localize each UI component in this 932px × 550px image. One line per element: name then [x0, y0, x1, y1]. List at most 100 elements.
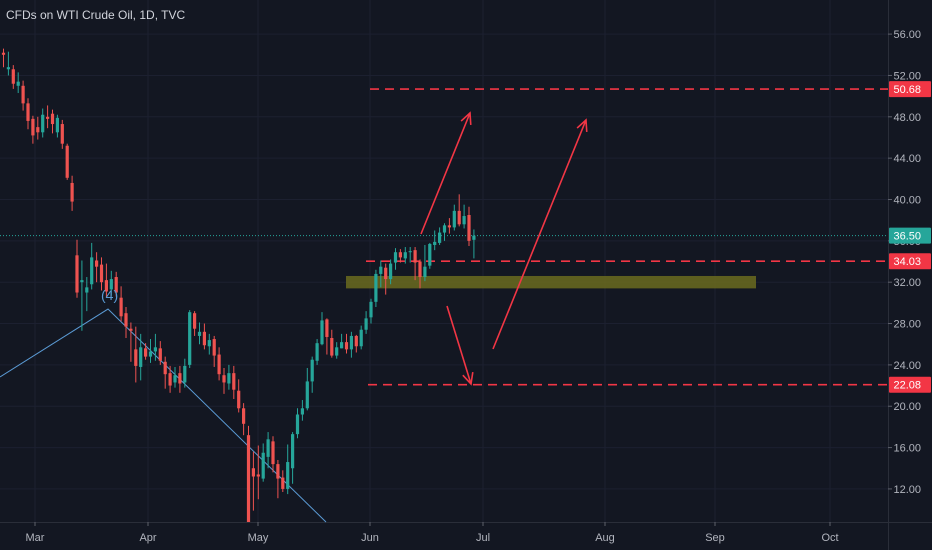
candle-body — [256, 474, 260, 477]
candle-body — [217, 354, 221, 375]
candle-body — [46, 116, 50, 119]
candle-body — [1, 52, 6, 55]
candle-body — [242, 408, 246, 424]
candle-body — [188, 312, 192, 365]
candle-body — [222, 375, 226, 383]
candle-body — [393, 252, 398, 263]
candle-body — [251, 468, 255, 477]
arrow-up-1-head — [460, 111, 472, 126]
candle-body — [295, 414, 300, 435]
candle-body — [41, 114, 45, 133]
x-tick-label: Apr — [139, 532, 156, 544]
candle-body — [70, 182, 74, 202]
y-tick-label: 24.00 — [893, 360, 921, 372]
candle-body — [31, 118, 35, 136]
level-price-label-bg — [889, 253, 931, 270]
y-tick-label: 52.00 — [893, 70, 921, 82]
candle-body — [163, 361, 167, 375]
candle-body — [398, 252, 402, 258]
level-price-label-bg — [889, 81, 931, 98]
x-tick-label: Jun — [361, 532, 379, 544]
candle-body — [55, 117, 59, 133]
arrow-up-2-head — [576, 118, 588, 133]
candle-body — [99, 264, 104, 283]
candle-body — [286, 462, 290, 489]
candle-body — [85, 287, 89, 293]
x-tick-label: Mar — [26, 532, 45, 544]
x-tick-label: Jul — [476, 532, 490, 544]
candle-body — [330, 338, 334, 356]
candle-body — [291, 434, 295, 469]
x-tick-label: Aug — [595, 532, 615, 544]
candle-body — [442, 225, 447, 233]
candle-body — [340, 342, 344, 349]
candle-body — [212, 339, 216, 356]
candle-body — [36, 127, 40, 133]
candle-body — [310, 359, 314, 382]
current-price-label: 36.50 — [893, 231, 921, 243]
candle-body — [104, 280, 108, 292]
candle-body — [65, 145, 69, 178]
candle-body — [183, 365, 187, 383]
y-tick-label: 32.00 — [893, 277, 921, 289]
candle-body — [433, 241, 437, 245]
candle-body — [114, 277, 118, 293]
y-tick-label: 28.00 — [893, 319, 921, 331]
candle-body — [75, 255, 79, 293]
level-price-label: 50.68 — [893, 84, 921, 96]
candle-body — [281, 477, 285, 489]
candle-body — [467, 215, 471, 241]
candle-body — [207, 340, 211, 347]
candle-body — [374, 273, 378, 302]
y-tick-label: 16.00 — [893, 443, 921, 455]
candle-body — [168, 373, 172, 386]
y-tick-label: 48.00 — [893, 112, 921, 124]
arrow-down-head — [462, 372, 474, 386]
x-tick-label: Sep — [705, 532, 725, 544]
level-price-label: 34.03 — [893, 256, 921, 268]
wave-trendline — [0, 308, 327, 523]
candle-body — [197, 331, 202, 336]
arrow-up-1 — [420, 112, 471, 235]
y-tick-label: 44.00 — [893, 153, 921, 165]
chart-title: CFDs on WTI Crude Oil, 1D, TVC — [6, 8, 186, 22]
candle-body — [384, 267, 388, 280]
candle-body — [266, 439, 270, 457]
candle-body — [315, 343, 319, 361]
candle-body — [300, 408, 304, 415]
candle-body — [21, 85, 25, 104]
candle-body — [364, 318, 368, 330]
candle-body — [325, 319, 329, 337]
candle-body — [428, 243, 432, 266]
candle-body — [320, 320, 324, 345]
candle-body — [134, 349, 138, 366]
level-price-label: 22.08 — [893, 380, 921, 392]
candle-body — [232, 373, 236, 390]
y-tick-label: 20.00 — [893, 401, 921, 413]
candle-body — [139, 347, 143, 367]
candle-body — [173, 375, 177, 383]
candle-body — [202, 331, 206, 346]
candle-body — [148, 351, 153, 357]
candle-body — [50, 113, 55, 125]
x-tick-label: Oct — [821, 532, 838, 544]
candle-body — [472, 235, 476, 240]
candle-body — [237, 390, 241, 409]
wave-label: (4) — [101, 287, 118, 303]
candle-body — [305, 381, 309, 409]
candle-body — [60, 124, 64, 144]
candle-body — [408, 251, 412, 253]
candle-body — [438, 232, 442, 243]
candle-body — [158, 348, 162, 361]
candle-body — [178, 373, 182, 384]
candle-body — [379, 266, 383, 274]
candle-body — [335, 347, 339, 356]
candle-body — [246, 435, 251, 522]
candle-body — [11, 69, 15, 84]
candle-body — [452, 210, 456, 228]
y-tick-label: 56.00 — [893, 29, 921, 41]
candle-body — [193, 313, 197, 329]
candle-body — [369, 301, 373, 318]
